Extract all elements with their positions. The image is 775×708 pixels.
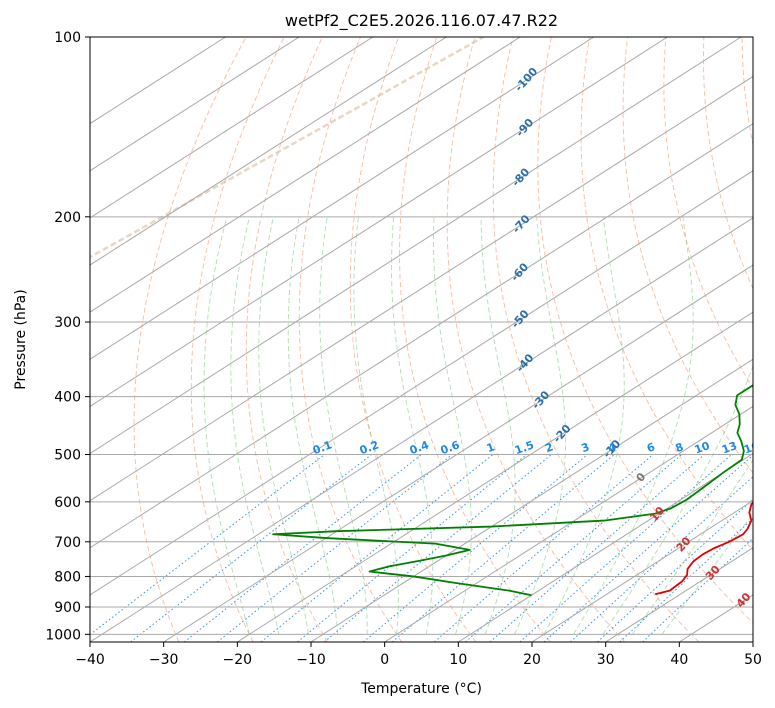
moist-adiabat: [287, 216, 339, 635]
isotherm: [90, 75, 753, 502]
mixing-ratio-label: 10: [693, 439, 712, 457]
y-tick-label: 300: [54, 315, 81, 331]
mixing-ratio-label: 6: [645, 440, 657, 455]
dry-adiabat: [133, 37, 247, 642]
plot-frame: [89, 36, 754, 643]
x-tick-label: 10: [449, 652, 467, 668]
y-tick-label: 100: [54, 30, 81, 46]
x-tick-label: −40: [75, 652, 105, 668]
mixing-ratio-label: 8: [674, 440, 686, 455]
isotherm: [90, 37, 447, 266]
dry-adiabat: [703, 37, 753, 290]
mixing-ratio-line: [391, 454, 615, 642]
isotherm: [90, 37, 521, 313]
dry-adiabat: [663, 37, 753, 389]
temperature-line: [654, 501, 753, 596]
background-lines: [90, 37, 753, 642]
mixing-ratio-label: 4: [606, 440, 618, 455]
mixing-ratio-label: 1.5: [513, 438, 536, 457]
mixing-ratio-label: 20: [766, 439, 775, 457]
isotherm: [90, 37, 595, 360]
isotherm: [752, 641, 753, 642]
x-tick-label: 30: [597, 652, 615, 668]
dry-adiabat: [537, 37, 753, 624]
x-tick-label: −30: [149, 652, 179, 668]
y-tick-label: 200: [54, 210, 81, 226]
dry-adiabat: [349, 37, 477, 642]
isotherm: [90, 170, 753, 596]
x-tick-label: 0: [380, 652, 389, 668]
mixing-ratio-line: [297, 454, 527, 642]
mixing-ratio-label: 3: [580, 440, 592, 455]
dry-adiabat: [298, 37, 403, 642]
mixing-ratio-line: [465, 454, 682, 642]
isotherm: [163, 264, 753, 642]
mixing-ratio-label: 0.1: [311, 438, 334, 457]
mixing-ratio-line: [619, 517, 753, 642]
moist-adiabat: [353, 216, 399, 635]
dry-adiabat: [190, 37, 285, 642]
plot-background: [90, 37, 753, 642]
dry-adiabat: [399, 37, 551, 642]
moist-adiabat: [391, 216, 434, 635]
series-layer: [272, 384, 753, 597]
x-tick-label: 20: [523, 652, 541, 668]
mixing-ratio-line: [260, 454, 494, 642]
isotherm: [310, 358, 753, 642]
mixing-ratio-label: 13: [720, 439, 739, 456]
y-tick-label: 600: [54, 495, 81, 511]
x-tick-label: −10: [296, 652, 326, 668]
x-tick-label: 40: [670, 652, 688, 668]
mixing-ratio-label: 0.6: [439, 438, 462, 457]
moist-adiabat: [319, 216, 368, 635]
isotherm: [531, 500, 753, 642]
isotherm: [458, 452, 753, 642]
isotherm: [90, 37, 374, 219]
mixing-ratio-label: 16: [742, 439, 761, 457]
isotherm: [384, 405, 753, 642]
moist-adiabat: [433, 216, 472, 635]
y-tick-label: 800: [54, 569, 81, 585]
mixing-ratio-label: 1: [485, 440, 497, 455]
mixing-ratio-line: [363, 454, 588, 642]
y-tick-label: 500: [54, 448, 81, 464]
dry-adiabat: [622, 37, 753, 474]
chart-title: wetPf2_C2E5.2026.116.07.47.R22: [285, 11, 558, 31]
isotherm: [90, 123, 753, 549]
mixing-ratio-line: [570, 476, 753, 642]
y-tick-label: 400: [54, 390, 81, 406]
y-tick-label: 1000: [45, 627, 81, 643]
axis-layer: −40 −30 −20 −10 0 10 20 30 40 5010020030040050060…: [45, 30, 762, 668]
moist-adiabat: [573, 216, 694, 635]
mixing-ratio-line: [183, 454, 422, 642]
dry-adiabat: [492, 37, 700, 642]
isotherm: [90, 37, 300, 172]
isotherm: [90, 217, 753, 642]
y-axis-title: Pressure (hPa): [13, 289, 29, 389]
dry-adiabat: [245, 37, 328, 642]
y-tick-label: 900: [54, 600, 81, 616]
dewpoint-line: [272, 384, 753, 597]
x-axis-title: Temperature (°C): [360, 681, 482, 697]
x-tick-label: 50: [744, 652, 762, 668]
isotherm: [90, 37, 742, 455]
mixing-ratio-line: [323, 454, 552, 642]
y-tick-label: 700: [54, 535, 81, 551]
mixing-ratio-line: [217, 454, 453, 642]
mixing-ratio-label: 0.4: [408, 438, 431, 457]
mixing-ratio-label: 0.2: [358, 438, 381, 457]
isotherm: [90, 37, 668, 407]
mixing-ratio-label: 2: [543, 440, 555, 455]
mixing-ratio-line: [489, 454, 705, 642]
mixing-ratio-line: [642, 537, 753, 642]
x-tick-label: −20: [223, 652, 253, 668]
